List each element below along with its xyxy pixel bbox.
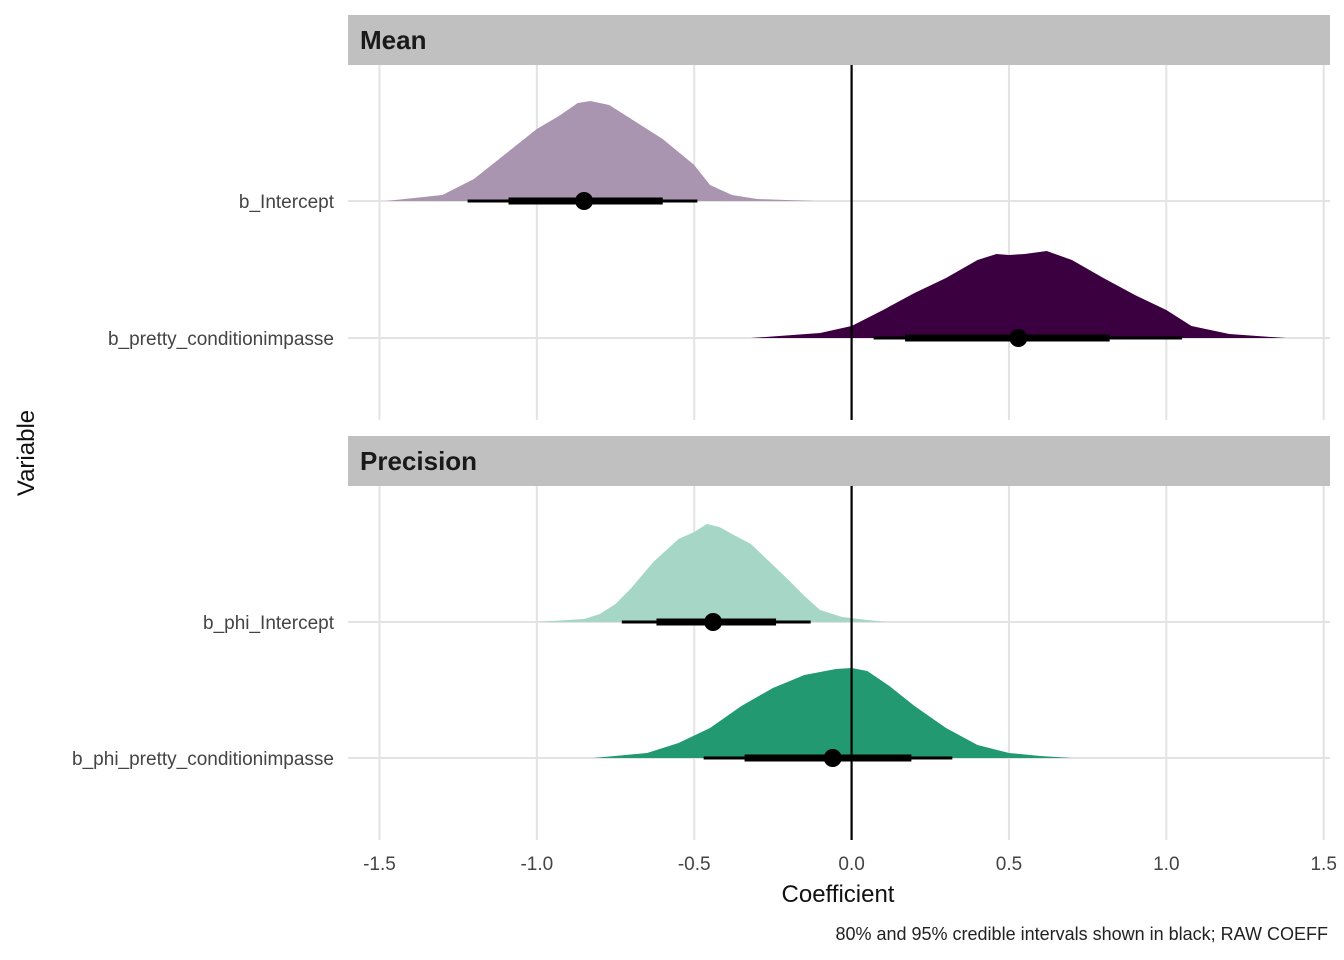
x-axis-ticks: -1.5 -1.0 -0.5 0.0 0.5 1.0 1.5 [363,854,1337,875]
density-b_Intercept [385,101,814,201]
facet-strip-label: Mean [360,25,426,55]
x-tick-label: -1.0 [520,854,553,875]
x-tick-label: 1.5 [1310,854,1336,875]
facet-panel-mean: Mean b_Intercept b_pretty_conditionimpasse [108,15,1330,420]
x-tick-label: 0.5 [996,854,1022,875]
facet-panel-precision: Precision b_phi_Intercept b_phi_pretty_con… [72,436,1330,840]
x-tick-label: 0.0 [838,854,864,875]
y-tick-label: b_pretty_conditionimpasse [108,329,334,350]
density-b_phi_Intercept [536,524,887,622]
median-point [1009,329,1028,347]
facet-strip [348,15,1330,65]
chart-caption: 80% and 95% credible intervals shown in … [835,924,1328,944]
y-axis-title: Variable [13,410,40,496]
x-tick-label: -1.5 [363,854,396,875]
y-tick-label: b_Intercept [239,192,335,213]
x-tick-label: -0.5 [678,854,711,875]
median-point [704,613,723,631]
facet-strip [348,436,1330,486]
x-tick-label: 1.0 [1153,854,1179,875]
density-b_pretty_conditionimpasse [750,251,1286,338]
facet-strip-label: Precision [360,446,477,476]
y-tick-label: b_phi_Intercept [203,613,335,634]
median-point [575,192,594,210]
panels-layer: Mean b_Intercept b_pretty_conditionimpasse… [72,15,1330,840]
x-axis-title: Coefficient [782,881,895,908]
density-b_phi_pretty_conditionimpasse [593,668,1072,758]
median-point [823,749,842,767]
y-tick-label: b_phi_pretty_conditionimpasse [72,749,334,770]
